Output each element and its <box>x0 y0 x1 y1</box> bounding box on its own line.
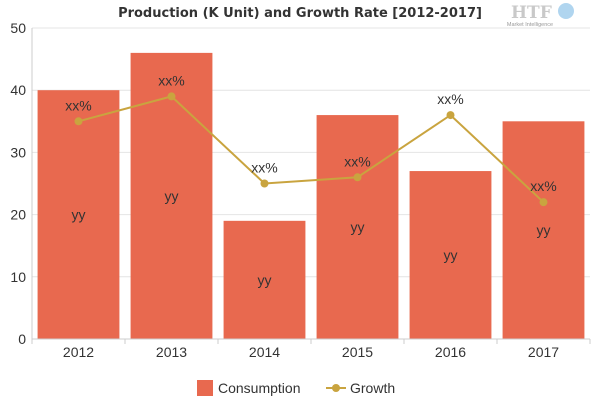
htf-logo: HTF Market Intelligence <box>507 3 574 28</box>
legend: Consumption Growth <box>197 380 395 396</box>
bar-data-label: yy <box>537 222 551 238</box>
bar <box>130 52 213 339</box>
y-tick-label: 0 <box>18 331 26 347</box>
growth-point <box>74 117 83 126</box>
growth-point <box>446 111 455 120</box>
legend-label-consumption: Consumption <box>218 380 301 396</box>
x-tick-label: 2012 <box>63 344 94 360</box>
growth-data-label: xx% <box>251 160 277 176</box>
growth-point <box>539 198 548 207</box>
bar-data-label: yy <box>444 247 458 263</box>
bar <box>223 220 306 339</box>
legend-label-growth: Growth <box>350 380 395 396</box>
legend-swatch-consumption <box>197 380 213 396</box>
bar-data-label: yy <box>258 272 272 288</box>
line-series: xx% xx% xx% xx% xx% xx% <box>65 72 557 207</box>
growth-point <box>167 92 176 101</box>
x-tick-label: 2017 <box>528 344 559 360</box>
bar-series <box>37 52 585 339</box>
bar-data-label: yy <box>165 188 179 204</box>
x-tick-label: 2015 <box>342 344 373 360</box>
bar <box>502 121 585 339</box>
bar-data-label: yy <box>72 207 86 223</box>
y-tick-label: 30 <box>10 144 26 160</box>
logo-globe-icon <box>558 3 574 19</box>
logo-subtitle: Market Intelligence <box>507 22 553 28</box>
x-tick-label: 2016 <box>435 344 466 360</box>
bar-labels: yy yy yy yy yy yy <box>72 188 551 288</box>
x-axis: 2012 2013 2014 2015 2016 2017 <box>31 338 591 360</box>
growth-line <box>78 95 545 203</box>
y-tick-label: 20 <box>10 207 26 223</box>
x-tick-label: 2014 <box>249 344 280 360</box>
chart-title: Production (K Unit) and Growth Rate [201… <box>118 6 482 21</box>
growth-data-label: xx% <box>437 91 463 107</box>
growth-point <box>353 173 362 182</box>
bar <box>37 90 120 339</box>
logo-text: HTF <box>511 3 552 23</box>
y-tick-label: 50 <box>10 20 26 36</box>
y-axis: 0 10 20 30 40 50 <box>10 20 33 347</box>
y-tick-label: 10 <box>10 269 26 285</box>
y-tick-label: 40 <box>10 82 26 98</box>
growth-point <box>260 179 269 188</box>
bar-data-label: yy <box>351 219 365 235</box>
growth-data-label: xx% <box>158 72 184 88</box>
growth-data-label: xx% <box>530 178 556 194</box>
growth-data-label: xx% <box>65 97 91 113</box>
bar <box>316 115 399 339</box>
growth-data-label: xx% <box>344 153 370 169</box>
bar <box>409 171 492 339</box>
legend-swatch-growth-marker <box>332 384 340 392</box>
x-tick-label: 2013 <box>156 344 187 360</box>
